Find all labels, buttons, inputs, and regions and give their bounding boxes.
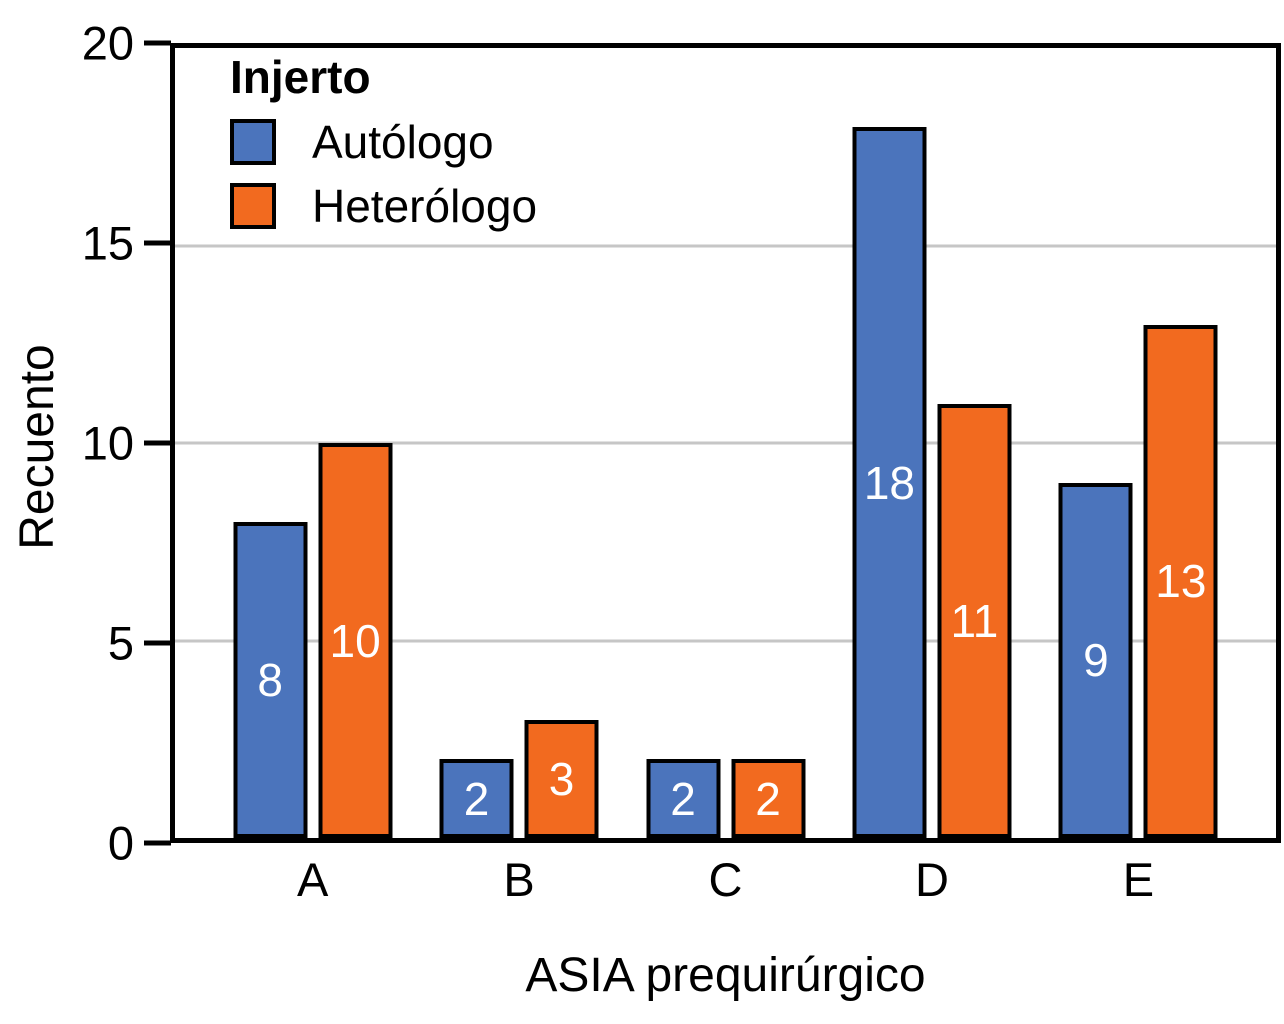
plot-area: Injerto Autólogo Heterólogo 8 10 2 3 2 2 18 11 9 1… — [170, 43, 1281, 843]
y-tick-label-15: 15 — [81, 216, 134, 270]
bar-group-D: 18 11 — [852, 48, 1012, 838]
legend-swatch-autólogo — [230, 118, 276, 165]
legend: Injerto Autólogo Heterólogo — [230, 52, 537, 247]
legend-item-heterólogo: Heterólogo — [230, 179, 538, 232]
bar-heterólogo-E: 13 — [1143, 324, 1218, 838]
bar-value-label: 9 — [1083, 634, 1109, 687]
bar-heterólogo-A: 10 — [318, 443, 393, 838]
x-tick-label-B: B — [503, 853, 535, 906]
y-tick-mark-10 — [144, 440, 171, 446]
y-tick-mark-20 — [144, 40, 171, 46]
x-tick-label-C: C — [708, 853, 743, 906]
bar-group-A: 8 10 — [233, 48, 393, 838]
legend-label-autólogo: Autólogo — [312, 115, 494, 168]
x-tick-label-E: E — [1122, 853, 1155, 906]
bar-autólogo-B: 2 — [439, 759, 514, 838]
y-tick-label-10: 10 — [81, 416, 134, 470]
bar-heterólogo-D: 11 — [937, 403, 1012, 838]
bar-value-label: 10 — [329, 614, 381, 667]
bar-autólogo-C: 2 — [646, 759, 720, 838]
x-axis-title: ASIA prequirúrgico — [525, 949, 926, 1002]
bar-autólogo-A: 8 — [233, 522, 308, 838]
y-tick-label-5: 5 — [107, 616, 134, 670]
bar-autólogo-D: 18 — [852, 127, 927, 838]
legend-swatch-heterólogo — [230, 182, 276, 229]
bar-value-label: 18 — [863, 456, 916, 509]
gridline-5 — [175, 639, 1276, 642]
legend-title: Injerto — [230, 51, 371, 103]
x-tick-label-A: A — [296, 853, 329, 906]
legend-label-heterólogo: Heterólogo — [312, 179, 538, 232]
legend-item-autólogo: Autólogo — [230, 115, 537, 168]
y-tick-mark-0 — [144, 840, 171, 846]
bar-heterólogo-B: 3 — [524, 719, 599, 838]
x-tick-label-D: D — [914, 853, 949, 906]
y-tick-label-0: 0 — [107, 816, 134, 870]
y-tick-mark-5 — [144, 640, 171, 646]
bar-value-label: 13 — [1155, 555, 1207, 608]
y-tick-mark-15 — [144, 240, 171, 246]
bar-value-label: 2 — [670, 772, 696, 825]
bar-value-label: 8 — [257, 654, 283, 706]
bar-group-E: 9 13 — [1058, 48, 1218, 838]
bar-value-label: 3 — [548, 752, 575, 805]
bar-autólogo-E: 9 — [1058, 482, 1133, 838]
gridline-15 — [175, 244, 1276, 247]
bar-value-label: 11 — [950, 594, 999, 647]
bar-heterólogo-C: 2 — [731, 759, 805, 838]
gridline-10 — [175, 441, 1276, 445]
bar-value-label: 2 — [755, 772, 781, 825]
y-tick-label-20: 20 — [81, 16, 134, 70]
legend-items: Autólogo Heterólogo — [230, 115, 538, 232]
bar-value-label: 2 — [463, 772, 490, 825]
